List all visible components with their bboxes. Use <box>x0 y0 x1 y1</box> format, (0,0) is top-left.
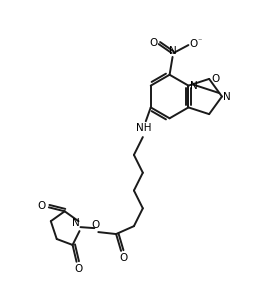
Text: N: N <box>190 81 197 91</box>
Text: O: O <box>38 201 46 211</box>
Text: N: N <box>223 92 231 102</box>
Text: O: O <box>150 38 158 48</box>
Text: N: N <box>72 218 79 228</box>
Text: O: O <box>91 220 99 230</box>
Text: ⁻: ⁻ <box>197 37 201 46</box>
Text: O: O <box>189 39 198 49</box>
Text: NH: NH <box>136 123 151 133</box>
Text: O: O <box>211 74 219 84</box>
Text: O: O <box>74 264 83 274</box>
Text: O: O <box>119 253 127 263</box>
Text: N: N <box>169 46 176 56</box>
